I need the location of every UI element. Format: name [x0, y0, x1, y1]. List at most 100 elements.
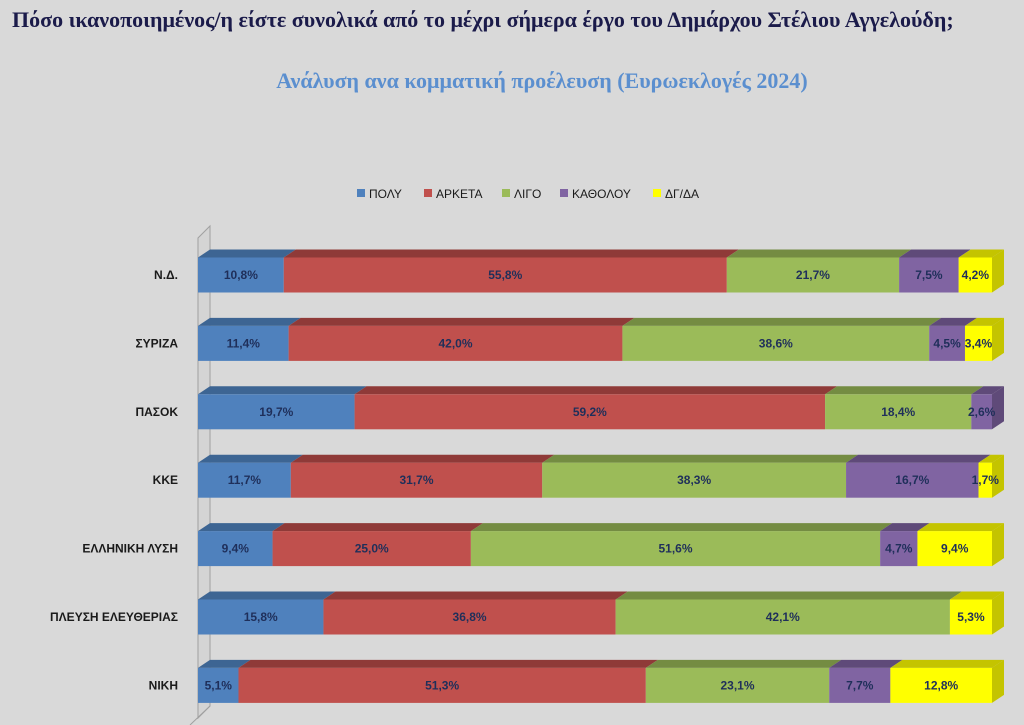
bar-segment: [949, 599, 992, 635]
legend-label: ΔΓ/ΔΑ: [665, 187, 699, 201]
bar-segment: [283, 257, 727, 293]
data-label: 55,8%: [488, 268, 522, 282]
category-label: ΣΥΡΙΖΑ: [135, 336, 178, 350]
bar-segment-top: [880, 523, 930, 532]
legend-label: ΛΙΓΟ: [514, 187, 541, 201]
data-label: 38,6%: [759, 336, 793, 350]
bar-segment: [917, 531, 992, 567]
bar-segment: [272, 531, 471, 567]
bar-segment: [354, 394, 826, 430]
bar-segment-top: [198, 591, 336, 600]
bar-segment-top: [622, 317, 942, 326]
data-label: 19,7%: [259, 405, 293, 419]
legend-swatch: [560, 189, 568, 197]
bar-segment: [470, 531, 881, 567]
bar-segment-top: [949, 591, 1004, 600]
bar-segment-top: [198, 386, 367, 395]
data-label: 9,4%: [941, 542, 969, 556]
legend-swatch: [357, 189, 365, 197]
bar-segment-top: [283, 249, 739, 258]
bar-segment: [238, 667, 646, 703]
data-label: 15,8%: [244, 610, 278, 624]
data-label: 36,8%: [453, 610, 487, 624]
bar-segment: [622, 325, 930, 361]
bar-segment: [726, 257, 900, 293]
bar-segment: [825, 394, 972, 430]
data-label: 1,7%: [972, 473, 1000, 487]
bar-segment-top: [964, 317, 1004, 326]
bar-segment-top: [198, 523, 285, 532]
category-label: ΠΑΣΟΚ: [135, 405, 178, 419]
axis-floor-line: [189, 705, 211, 725]
bar-segment: [890, 667, 992, 703]
data-label: 38,3%: [677, 473, 711, 487]
category-label: ΚΚΕ: [153, 473, 178, 487]
data-label: 42,1%: [766, 610, 800, 624]
bar-segment: [542, 462, 847, 498]
bar-segment: [829, 667, 891, 703]
data-label: 4,7%: [885, 542, 913, 556]
category-label: ΝΙΚΗ: [149, 678, 178, 692]
bar-segment-top: [917, 523, 1004, 532]
bar-segment-top: [198, 659, 251, 668]
bar-segment-top: [929, 317, 977, 326]
bar-segment: [846, 462, 979, 498]
data-label: 5,3%: [957, 610, 985, 624]
bar-segment-top: [198, 317, 301, 326]
bar-segment: [290, 462, 543, 498]
data-label: 23,1%: [721, 678, 755, 692]
bar-segment-top: [971, 386, 1004, 395]
bar-segment-top: [846, 454, 991, 463]
bar-segment-side: [992, 523, 1004, 567]
data-label: 11,4%: [227, 336, 261, 350]
category-label: ΕΛΛΗΝΙΚΗ ΛΥΣΗ: [82, 542, 178, 556]
legend: ΠΟΛΥ ΑΡΚΕΤΑ ΛΙΓΟ ΚΑΘΟΛΟΥ ΔΓ/ΔΑ: [357, 187, 699, 201]
bar-segment-side: [992, 249, 1004, 293]
bar-segment-top: [978, 454, 1004, 463]
data-label: 12,8%: [924, 678, 958, 692]
data-label: 2,6%: [968, 405, 996, 419]
bar-segment-side: [992, 386, 1004, 430]
category-label: Ν.Δ.: [154, 268, 178, 282]
bar-segment: [288, 325, 623, 361]
bar-segment-top: [958, 249, 1004, 258]
data-label: 18,4%: [881, 405, 915, 419]
data-label: 25,0%: [355, 542, 389, 556]
data-label: 11,7%: [228, 473, 262, 487]
bar-segment-top: [645, 659, 842, 668]
data-label: 7,5%: [915, 268, 943, 282]
bar-segment-top: [726, 249, 912, 258]
bar-segment: [615, 599, 950, 635]
data-label: 5,1%: [205, 678, 233, 692]
bar-segment-top: [825, 386, 984, 395]
data-label: 10,8%: [224, 268, 258, 282]
data-label: 51,3%: [425, 678, 459, 692]
legend-swatch: [424, 189, 432, 197]
bar-segment: [971, 394, 992, 430]
data-label: 4,5%: [933, 336, 961, 350]
data-label: 51,6%: [658, 542, 692, 556]
bar-segment: [198, 667, 239, 703]
bar-segment-top: [272, 523, 483, 532]
legend-swatch: [502, 189, 510, 197]
data-label: 4,2%: [962, 268, 990, 282]
bar-segment-top: [470, 523, 893, 532]
bar-segment: [198, 462, 291, 498]
chart-title: Πόσο ικανοποιημένος/η είστε συνολικά από…: [12, 7, 954, 32]
data-label: 21,7%: [796, 268, 830, 282]
legend-label: ΚΑΘΟΛΟΥ: [572, 187, 631, 201]
bar-segment: [964, 325, 992, 361]
bar-segment: [880, 531, 918, 567]
legend-swatch: [653, 189, 661, 197]
bar-segment-top: [198, 454, 303, 463]
bar-segment: [645, 667, 830, 703]
data-label: 7,7%: [846, 678, 874, 692]
category-label: ΠΛΕΥΣΗ ΕΛΕΥΘΕΡΙΑΣ: [50, 610, 178, 624]
bar-segment: [198, 394, 355, 430]
bar-segment: [323, 599, 616, 635]
bar-segment-top: [615, 591, 962, 600]
bar-segment: [929, 325, 965, 361]
bar-segment-top: [198, 249, 296, 258]
bar-segment: [978, 462, 992, 498]
